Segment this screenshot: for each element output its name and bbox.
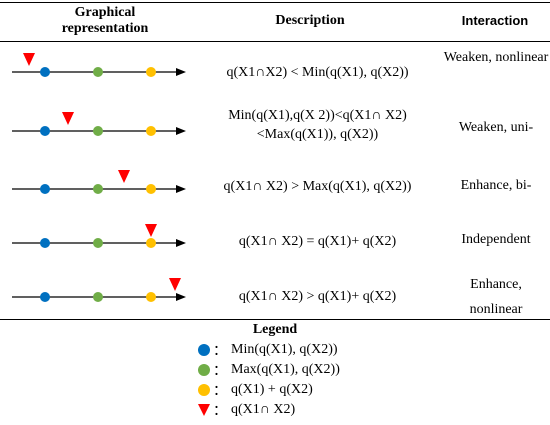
sum-dot	[146, 126, 156, 136]
max-dot	[93, 292, 103, 302]
intersection-marker-icon	[169, 278, 181, 291]
arrowhead-icon	[176, 127, 186, 135]
table-bottom-border	[0, 319, 550, 320]
sum-dot	[146, 238, 156, 248]
legend-colon: ：	[213, 404, 227, 419]
legend-label-min: Min(q(X1), q(X2))	[231, 342, 338, 357]
sum-dot	[146, 184, 156, 194]
row-1-description: q(X1∩X2) < Min(q(X1), q(X2))	[226, 65, 409, 80]
intersection-marker-icon	[62, 112, 74, 125]
blue-dot-icon	[198, 344, 210, 356]
row-2-interaction: Weaken, uni-	[458, 120, 534, 135]
arrowhead-icon	[176, 68, 186, 76]
legend-colon: ：	[213, 384, 227, 399]
arrowhead-icon	[176, 293, 186, 301]
max-dot	[93, 67, 103, 77]
max-dot	[93, 184, 103, 194]
arrowhead-icon	[176, 185, 186, 193]
max-dot	[93, 238, 103, 248]
row-2-description: Min(q(X1),q(X 2))<q(X1∩ X2) <Max(q(X1)),…	[228, 108, 407, 142]
row-3-description: q(X1∩ X2) > Max(q(X1), q(X2))	[223, 179, 412, 194]
intersection-marker-icon	[118, 170, 130, 183]
sum-dot	[146, 67, 156, 77]
intersection-marker-icon	[145, 224, 157, 237]
min-dot	[40, 126, 50, 136]
header-graphical: Graphical representation	[40, 5, 170, 37]
row-1-interaction: Weaken, nonlinear	[443, 50, 549, 65]
row-5-interaction: Enhance, nonlinear	[469, 277, 523, 317]
legend-item-intersection: ： q(X1∩ X2)	[198, 401, 295, 419]
row-4-interaction: Independent	[461, 232, 531, 247]
header-graphical-label: Graphical representation	[61, 5, 149, 36]
legend-label-sum: q(X1) + q(X2)	[231, 382, 313, 397]
legend-colon: ：	[213, 364, 227, 379]
legend-label-intersection: q(X1∩ X2)	[231, 402, 296, 417]
header-interaction: Interaction	[440, 13, 550, 29]
legend-label-max: Max(q(X1), q(X2))	[231, 362, 340, 377]
legend-item-sum: ： q(X1) + q(X2)	[198, 381, 313, 399]
red-triangle-icon	[198, 404, 210, 416]
intersection-marker-icon	[23, 53, 35, 66]
legend-colon: ：	[213, 344, 227, 359]
legend-item-min: ： Min(q(X1), q(X2))	[198, 341, 338, 359]
yellow-dot-icon	[198, 384, 210, 396]
green-dot-icon	[198, 364, 210, 376]
row-3-interaction: Enhance, bi-	[460, 178, 532, 193]
max-dot	[93, 126, 103, 136]
min-dot	[40, 184, 50, 194]
header-divider	[0, 41, 550, 42]
sum-dot	[146, 292, 156, 302]
header-interaction-label: Interaction	[461, 13, 529, 28]
table-top-border	[0, 2, 550, 3]
legend-title: Legend	[252, 322, 298, 337]
header-description-label: Description	[275, 13, 345, 28]
min-dot	[40, 292, 50, 302]
min-dot	[40, 67, 50, 77]
row-4-description: q(X1∩ X2) = q(X1)+ q(X2)	[238, 234, 397, 249]
row-5-description: q(X1∩ X2) > q(X1)+ q(X2)	[238, 289, 397, 304]
header-description: Description	[245, 13, 375, 29]
legend-item-max: ： Max(q(X1), q(X2))	[198, 361, 340, 379]
arrowhead-icon	[176, 239, 186, 247]
min-dot	[40, 238, 50, 248]
